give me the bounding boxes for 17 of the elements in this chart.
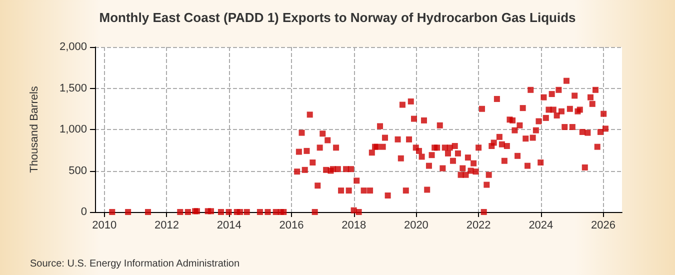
y-axis-title: Thousand Barrels (28, 86, 40, 173)
y-tick-label: 2,000 (59, 41, 87, 53)
y-tick-label: 500 (68, 164, 87, 177)
x-tick-label: 2020 (404, 220, 428, 232)
x-tick-label: 2024 (528, 220, 554, 232)
x-tick-label: 2012 (154, 220, 179, 232)
x-tick-label: 2014 (216, 220, 242, 232)
y-tick-label: 1,500 (59, 82, 87, 94)
x-tick-label: 2016 (279, 220, 304, 232)
y-tick-label: 1,000 (59, 124, 87, 136)
x-tick-label: 2018 (342, 220, 366, 232)
source-note: Source: U.S. Energy Information Administration (30, 258, 240, 270)
y-tick-label: 0 (80, 206, 87, 218)
chart-title: Monthly East Coast (PADD 1) Exports to Norway of Hydrocarbon Gas Liquids (99, 10, 576, 25)
x-tick-label: 2010 (92, 220, 117, 232)
x-tick-label: 2026 (591, 220, 616, 232)
x-tick-label: 2022 (466, 220, 491, 232)
